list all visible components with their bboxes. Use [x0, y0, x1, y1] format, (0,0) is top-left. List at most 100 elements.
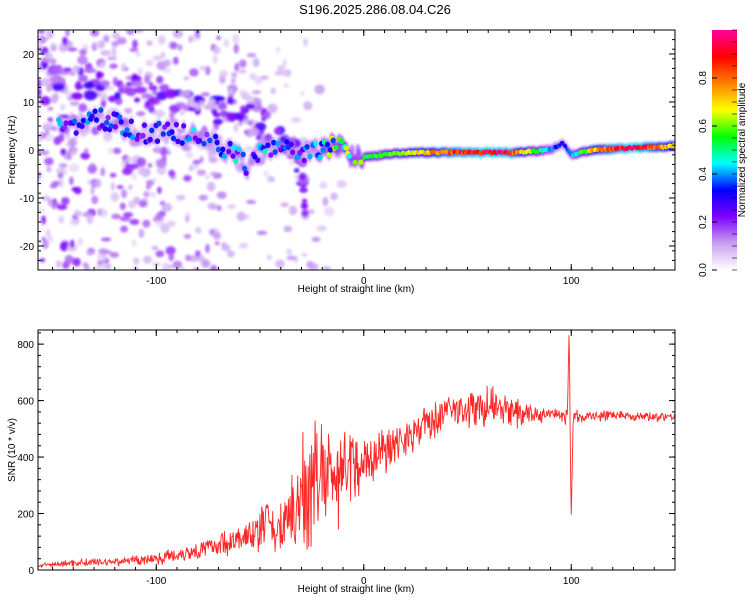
spectrogram-noise-blob	[109, 252, 120, 258]
spectrogram-noise-blob	[51, 59, 56, 67]
spectrogram-noise-blob	[227, 250, 235, 258]
spectrogram-branch-blob	[273, 127, 282, 135]
spectrogram-noise-blob	[41, 123, 53, 131]
spectrogram-noise-blob	[289, 160, 295, 166]
spectrogram-noise-blob	[274, 70, 284, 76]
spectrogram-noise-blob	[41, 215, 46, 225]
spectrogram-branch-blob	[240, 105, 246, 113]
spectrogram-noise-blob	[161, 202, 173, 212]
spectrogram-noise-blob	[97, 208, 102, 216]
spectrogram-ridge-halo-cell	[211, 144, 217, 157]
spectrogram-ridge-cell	[154, 138, 161, 144]
spectrogram-noise-blob	[233, 123, 239, 133]
spectrogram-ridge-cell	[73, 130, 79, 136]
spectrogram-ridge-cell	[179, 140, 185, 146]
spectrogram-noise-blob	[154, 146, 162, 152]
spectrogram-branch-blob	[51, 66, 62, 75]
spectrogram-ridge-cell	[156, 120, 162, 127]
spectrogram-noise-blob	[38, 171, 43, 180]
spectrogram-noise-blob	[87, 216, 92, 224]
spectrogram-ridge-cell	[313, 140, 319, 147]
spectrogram-noise-blob	[323, 206, 335, 217]
spectrogram-noise-blob	[205, 243, 210, 254]
spectrogram-ridge-cell	[271, 139, 277, 146]
spectrogram-noise-blob	[180, 266, 186, 270]
spectrogram-branch-blob	[78, 74, 89, 83]
spectrogram-noise-blob	[270, 87, 276, 95]
spectrogram-noise-blob	[290, 116, 302, 124]
spectrogram-noise-blob	[283, 69, 292, 77]
spectrogram-noise-blob	[138, 200, 147, 208]
spectrogram-noise-blob	[238, 242, 249, 249]
spectrogram-noise-blob	[110, 182, 115, 191]
spectrogram-ridge-cell	[240, 151, 246, 158]
spectrogram-ridge-cell	[227, 140, 233, 147]
spectrogram-noise-blob	[216, 35, 221, 41]
spectrogram-ridge-cell	[243, 170, 249, 176]
spectrogram-ridge-cell	[63, 120, 69, 126]
x-tick-label: 100	[563, 276, 580, 287]
spectrogram-branch-blob	[72, 65, 80, 73]
spectrogram-noise-blob	[189, 68, 199, 77]
spectrogram-noise-blob	[51, 180, 61, 186]
spectrogram-noise-blob	[55, 167, 67, 173]
spectrogram-branch-blob	[159, 84, 170, 92]
spectrogram-ridge-cell	[339, 138, 345, 145]
y-tick-label: -10	[20, 194, 35, 205]
spectrogram-noise-blob	[157, 186, 162, 194]
spectrogram-noise-blob	[44, 157, 54, 166]
spectrogram-noise-blob	[77, 237, 84, 246]
spectrogram-noise-blob	[158, 35, 166, 45]
spectrogram-noise-blob	[46, 167, 52, 173]
spectrogram-ridge-cell	[326, 151, 332, 158]
spectrogram-noise-blob	[70, 239, 75, 249]
spectrogram-noise-blob	[246, 52, 257, 58]
spectrogram-noise-blob	[168, 169, 175, 177]
spectrogram-ridge-cell	[330, 137, 336, 144]
spectrogram-noise-blob	[194, 226, 202, 234]
spectrogram-ridge-cell	[265, 142, 271, 149]
spectrogram-ridge-cell	[102, 126, 108, 132]
spectrogram-noise-blob	[110, 191, 120, 202]
spectrogram-noise-blob	[79, 48, 87, 56]
spectrogram-ridge-cell	[233, 158, 239, 164]
spectrogram-noise-blob	[39, 258, 46, 263]
spectrogram-noise-blob	[185, 151, 194, 159]
spectrogram-noise-blob	[205, 174, 210, 180]
spectrogram-branch-blob	[247, 120, 253, 126]
spectrogram-noise-blob	[131, 172, 137, 181]
spectrogram-ridge-cell	[61, 124, 68, 131]
spectrogram-noise-blob	[67, 47, 78, 52]
spectrogram-noise-blob	[322, 196, 329, 207]
spectrogram-noise-blob	[316, 225, 328, 232]
spectrogram-noise-blob	[306, 260, 314, 269]
spectrogram-noise-blob	[214, 241, 220, 246]
spectrogram-noise-blob	[131, 239, 138, 247]
spectrogram-ridge-cell	[343, 145, 349, 151]
spectrogram-ridge-cell	[236, 146, 242, 153]
spectrogram-branch-blob	[300, 183, 307, 193]
spectrogram-ridge-cell	[173, 121, 179, 128]
spectrogram-noise-blob	[51, 201, 57, 210]
spectrogram-ridge-cell	[169, 129, 175, 135]
spectrogram-noise-blob	[145, 179, 155, 187]
spectrogram-branch-blob	[208, 98, 216, 109]
spectrogram-noise-blob	[188, 165, 193, 172]
spectrogram-noise-blob	[228, 88, 234, 96]
spectrogram-noise-blob	[69, 71, 76, 76]
spectrogram-ridge-cell	[333, 144, 339, 151]
spectrogram-ridge-cell	[108, 123, 114, 129]
spectrogram-noise-blob	[91, 195, 99, 205]
chart-title: S196.2025.286.08.04.C26	[299, 2, 451, 17]
colorbar-tick-label: 0.4	[698, 167, 709, 181]
spectrogram-noise-blob	[330, 192, 338, 201]
spectrogram-branch-blob	[131, 80, 143, 87]
spectrogram-noise-blob	[219, 69, 228, 78]
spectrogram-noise-blob	[303, 101, 313, 111]
spectrogram-ridge-cell	[346, 153, 352, 159]
spectrogram-ridge-cell	[141, 122, 148, 128]
spectrogram-ridge-cell	[186, 135, 193, 142]
spectrogram-noise-blob	[192, 159, 202, 165]
spectrogram-ridge-cell	[165, 121, 171, 127]
spectrogram-noise-blob	[231, 71, 238, 79]
